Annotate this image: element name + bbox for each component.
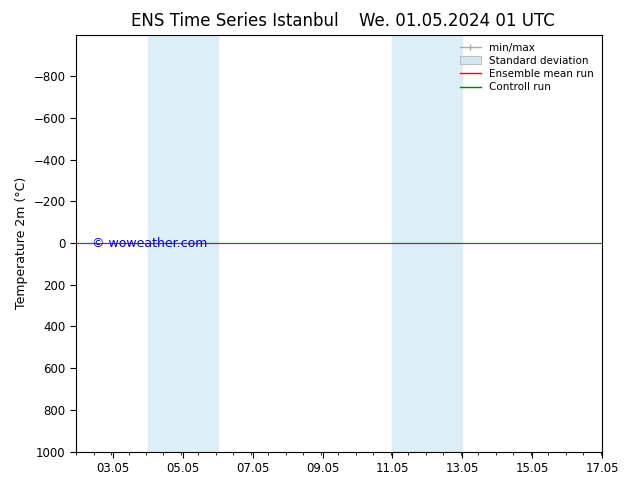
Text: © woweather.com: © woweather.com <box>92 237 207 249</box>
Y-axis label: Temperature 2m (°C): Temperature 2m (°C) <box>15 177 28 309</box>
Legend: min/max, Standard deviation, Ensemble mean run, Controll run: min/max, Standard deviation, Ensemble me… <box>456 39 598 97</box>
Bar <box>392 35 462 452</box>
Text: ENS Time Series Istanbul: ENS Time Series Istanbul <box>131 12 339 30</box>
Bar <box>148 35 217 452</box>
Text: We. 01.05.2024 01 UTC: We. 01.05.2024 01 UTC <box>359 12 554 30</box>
